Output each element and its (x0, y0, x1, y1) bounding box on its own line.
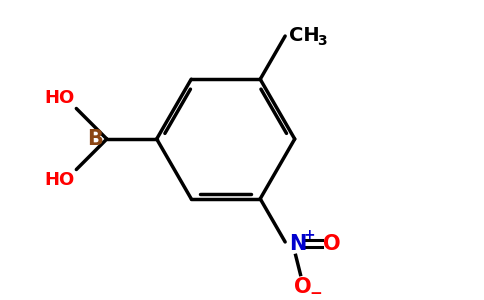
Text: CH: CH (289, 26, 319, 45)
Text: +: + (303, 228, 315, 242)
Text: HO: HO (44, 88, 75, 106)
Text: O: O (294, 277, 311, 297)
Text: 3: 3 (317, 34, 326, 48)
Text: N: N (289, 234, 306, 254)
Text: O: O (323, 234, 341, 254)
Text: B: B (87, 129, 103, 149)
Text: HO: HO (44, 171, 75, 189)
Text: −: − (309, 286, 322, 300)
